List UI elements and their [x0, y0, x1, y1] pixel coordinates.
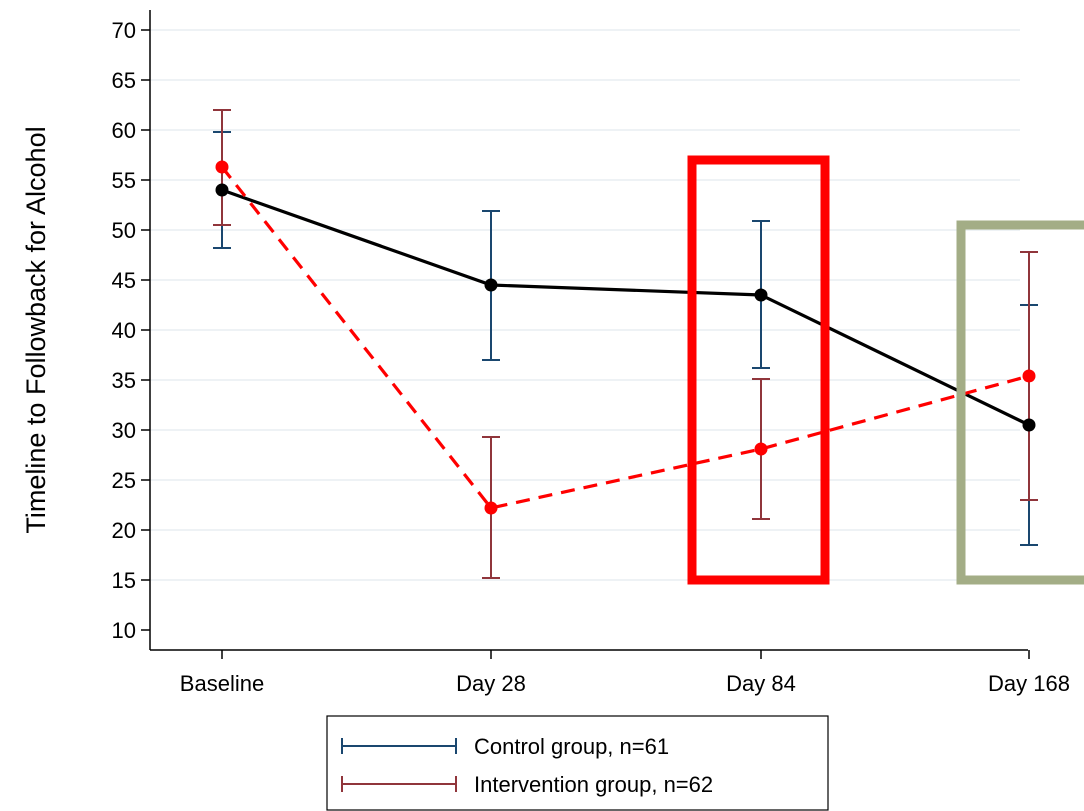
- legend-box: [326, 715, 829, 811]
- y-tick-label: 55: [112, 168, 136, 193]
- data-point: [215, 183, 229, 197]
- y-tick-label: 30: [112, 418, 136, 443]
- y-tick-label: 65: [112, 68, 136, 93]
- data-point: [484, 501, 498, 515]
- series: [213, 109, 1038, 579]
- y-ticks: 10 15 20 25 30 35 40 45 50 55 60 65 70: [112, 18, 150, 643]
- highlight-box-day168: [956, 220, 1084, 585]
- data-point: [754, 442, 768, 456]
- y-tick-label: 10: [112, 618, 136, 643]
- highlight-box-day84: [687, 155, 830, 585]
- x-tick-label: Day 168: [988, 671, 1070, 696]
- x-ticks: Baseline Day 28 Day 84 Day 168: [180, 650, 1070, 696]
- annotations: [687, 155, 1084, 585]
- x-tick-label: Day 28: [456, 671, 526, 696]
- y-tick-label: 50: [112, 218, 136, 243]
- data-point: [215, 160, 229, 174]
- y-axis-label: Timeline to Followback for Alcohol: [21, 126, 51, 533]
- data-point: [484, 278, 498, 292]
- grid-lines: [150, 29, 1020, 581]
- y-tick-label: 20: [112, 518, 136, 543]
- x-tick-label: Baseline: [180, 671, 264, 696]
- y-tick-label: 70: [112, 18, 136, 43]
- series-line: [220, 166, 1030, 510]
- data-point: [1022, 369, 1036, 383]
- legend-label: Intervention group, n=62: [474, 772, 713, 797]
- x-tick-label: Day 84: [726, 671, 796, 696]
- series-line: [221, 188, 1030, 427]
- y-tick-label: 45: [112, 268, 136, 293]
- data-point: [754, 288, 768, 302]
- legend-label: Control group, n=61: [474, 734, 669, 759]
- y-tick-label: 25: [112, 468, 136, 493]
- y-tick-label: 60: [112, 118, 136, 143]
- y-tick-label: 40: [112, 318, 136, 343]
- data-point: [1022, 418, 1036, 432]
- legend: Control group, n=61 Intervention group, n…: [326, 715, 829, 811]
- y-tick-label: 15: [112, 568, 136, 593]
- y-tick-label: 35: [112, 368, 136, 393]
